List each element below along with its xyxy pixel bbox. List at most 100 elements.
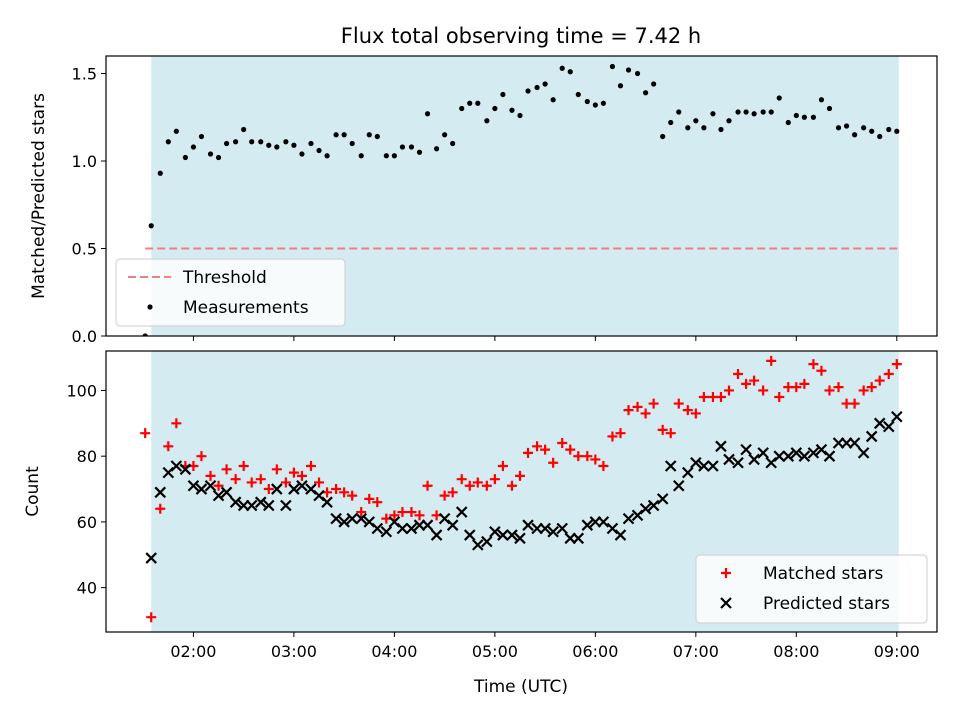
measurement-point [374,133,380,140]
predicted-star-point [647,499,660,512]
matched-star-point [598,461,609,472]
x-tick-label: 05:00 [472,642,518,661]
measurement-point [525,88,531,94]
predicted-star-point [330,512,342,525]
predicted-star-point [581,519,594,531]
predicted-star-point [497,529,509,541]
predicted-star-point [380,525,393,538]
measurement-point [810,114,817,120]
matched-star-point [891,359,902,370]
predicted-star-point [639,502,652,515]
matched-star-point [464,480,475,491]
legend-label: Measurements [183,298,309,318]
predicted-star-point [405,522,418,535]
predicted-star-point [220,486,233,499]
axes-frame [105,350,938,633]
matched-star-point [682,405,693,416]
x-tick-label: 07:00 [673,642,719,661]
measurement-point [157,170,163,176]
matched-star-point [271,464,282,475]
measurement-point [751,111,757,117]
matched-star-point [698,392,709,403]
matched-star-point [246,477,257,488]
series-matched-stars [140,355,902,623]
matched-star-point [791,382,802,393]
matched-star-point [221,464,232,475]
measurement-point [634,70,641,77]
measurement-point [173,128,179,134]
predicted-star-point [782,450,795,462]
matched-star-point [824,385,835,396]
matched-star-point [447,487,458,498]
measurement-point [852,132,858,138]
measurement-point [291,142,297,148]
chart-title: Flux total observing time = 7.42 h [341,24,701,48]
predicted-star-point [891,410,903,423]
predicted-star-point [882,420,895,433]
y-tick-label: 100 [66,381,97,400]
matched-star-point [733,369,744,380]
x-tick-label: 04:00 [371,642,417,661]
predicted-star-point [145,552,157,564]
measurement-point [416,149,423,155]
measurement-point [660,133,666,140]
legend-predicted-swatch [720,597,732,609]
measurement-point [408,144,415,150]
matched-star-point [758,385,769,396]
matched-star-point [196,451,207,462]
matched-star-point [280,477,291,488]
legend-label: Threshold [182,268,267,288]
predicted-star-point [539,522,551,535]
predicted-star-point [481,535,493,548]
measurement-point [726,118,732,124]
legend: Threshold Measurements [115,258,346,327]
predicted-star-point [212,489,225,502]
count-panel: 40 60 80 100 02:00 03:00 04:00 05:00 06:00 07:00 0… [23,350,938,661]
measurement-point [625,67,632,73]
predicted-star-point [355,512,368,525]
measurement-point [801,114,807,120]
predicted-star-point [204,479,217,492]
matched-star-point [532,441,543,452]
measurement-point [399,144,406,150]
matched-star-point [406,507,417,518]
measurement-point [693,118,699,124]
predicted-star-point [848,437,861,449]
predicted-star-point [748,453,760,466]
predicted-star-point [229,496,242,508]
predicted-star-point [195,483,208,495]
matched-star-point [314,477,325,488]
measurement-point [509,107,515,113]
measurement-point [0,129,3,134]
measurement-point [450,140,456,147]
measurement-point [223,140,230,147]
measurement-point [609,63,616,70]
measurement-point [459,105,465,112]
predicted-star-point [622,512,635,525]
measurement-point [492,105,498,112]
matched-star-point [347,490,358,501]
predicted-star-point [823,450,836,462]
matched-star-point [205,470,216,481]
y-tick-label: 0.0 [72,327,97,346]
predicted-star-point [421,519,434,531]
measurement-point [266,142,272,148]
matched-star-point [866,382,877,393]
legend-label: Predicted stars [763,594,890,614]
matched-star-point [263,484,274,495]
matched-star-point [665,428,676,439]
matched-star-point [523,447,534,458]
measurement-point [600,100,606,106]
predicted-star-point [757,447,769,459]
matched-star-point [723,385,734,396]
y-tick-label: 40 [77,579,97,598]
matched-star-point [582,451,593,462]
predicted-star-point [572,532,585,545]
measurement-point [818,97,825,103]
matched-star-point [171,418,182,429]
matched-star-point [146,612,157,623]
matched-star-point [590,454,601,465]
measurement-point [142,333,148,336]
measurement-point [559,65,565,71]
